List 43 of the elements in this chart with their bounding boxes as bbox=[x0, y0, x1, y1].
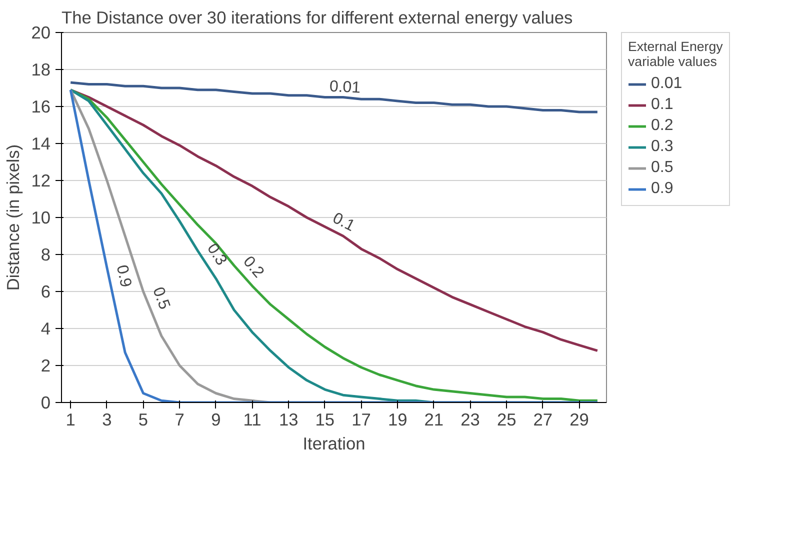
legend-label: 0.9 bbox=[651, 180, 674, 198]
text: 0.1 bbox=[330, 210, 358, 236]
y-tick-label: 4 bbox=[40, 318, 51, 338]
y-tick-label: 20 bbox=[31, 22, 51, 42]
x-tick-label: 15 bbox=[315, 410, 335, 430]
text: 0.9 bbox=[112, 264, 134, 289]
x-tick-label: 5 bbox=[138, 410, 148, 430]
x-tick-label: 7 bbox=[174, 410, 184, 430]
x-tick-label: 23 bbox=[460, 410, 480, 430]
x-tick-label: 21 bbox=[424, 410, 444, 430]
x-tick-label: 27 bbox=[533, 410, 553, 430]
legend-label: 0.3 bbox=[651, 138, 674, 156]
x-tick-label: 29 bbox=[570, 410, 589, 430]
legend-title: External Energy variable values bbox=[628, 39, 723, 69]
x-tick-label: 9 bbox=[211, 410, 221, 430]
x-tick-label: 11 bbox=[243, 410, 262, 430]
legend-label: 0.5 bbox=[651, 159, 674, 177]
x-tick-label: 25 bbox=[496, 410, 516, 430]
text: 0.01 bbox=[329, 78, 361, 97]
y-tick-label: 8 bbox=[40, 244, 51, 264]
x-tick-label: 3 bbox=[102, 410, 112, 430]
text: 0.5 bbox=[149, 285, 173, 312]
y-tick-label: 10 bbox=[31, 208, 51, 228]
y-tick-label: 6 bbox=[40, 282, 51, 302]
legend-label: 0.1 bbox=[651, 96, 674, 114]
x-tick-label: 13 bbox=[278, 410, 298, 430]
y-tick-label: 12 bbox=[31, 170, 51, 190]
y-tick-label: 16 bbox=[31, 96, 51, 116]
legend-label: 0.01 bbox=[651, 75, 682, 93]
y-tick-label: 0 bbox=[40, 392, 51, 412]
x-axis-title: Iteration bbox=[302, 434, 366, 454]
x-tick-label: 17 bbox=[352, 410, 371, 430]
y-tick-label: 18 bbox=[31, 60, 51, 80]
legend-label: 0.2 bbox=[651, 117, 674, 135]
y-axis-title: Distance (in pixels) bbox=[3, 144, 24, 291]
x-tick-label: 1 bbox=[66, 410, 76, 430]
y-tick-label: 14 bbox=[31, 134, 51, 154]
y-tick-label: 2 bbox=[40, 356, 51, 376]
chart-title: The Distance over 30 iterations for different external energy values bbox=[62, 8, 573, 28]
text: 0.2 bbox=[240, 253, 267, 282]
text: 0.3 bbox=[203, 240, 230, 269]
line-series bbox=[69, 81, 599, 114]
x-tick-label: 19 bbox=[388, 410, 408, 430]
